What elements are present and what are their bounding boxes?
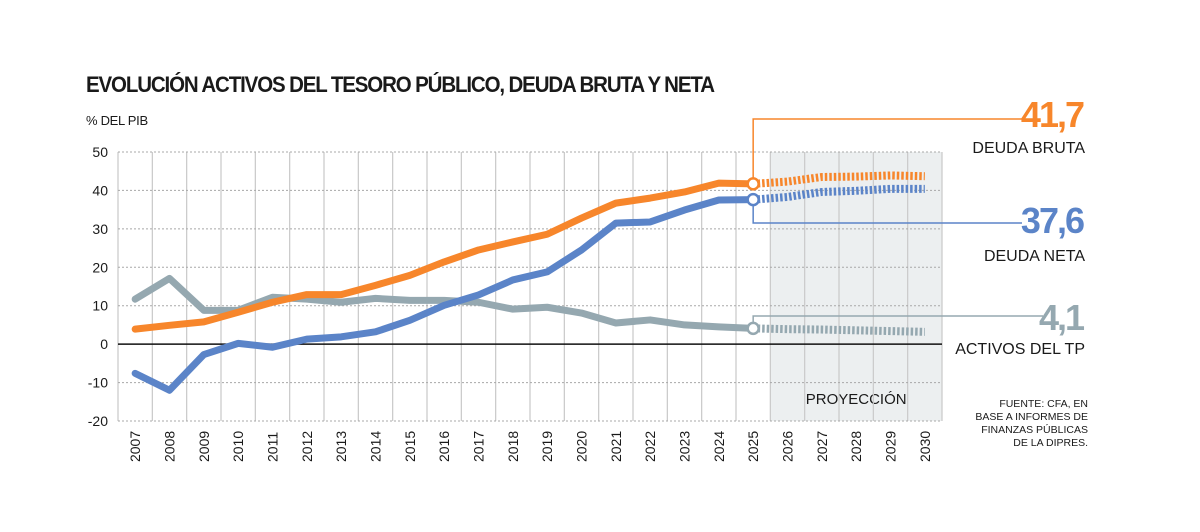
callout-series-name: DEUDA BRUTA <box>972 140 1085 157</box>
x-tick-label: 2015 <box>402 431 418 462</box>
series-line-historical <box>131 196 757 394</box>
x-tick-label: 2009 <box>196 431 212 462</box>
highlight-point-marker <box>746 177 760 191</box>
x-tick-label: 2007 <box>127 431 143 462</box>
y-tick-label: -20 <box>88 413 108 429</box>
callout-leader-line <box>752 199 1022 224</box>
source-line: DE LA DIPRES. <box>1013 437 1088 449</box>
callout-leader-line <box>752 118 1022 184</box>
callout-series-name: DEUDA NETA <box>984 248 1085 265</box>
x-tick-label: 2021 <box>608 431 624 462</box>
callout-series-name: ACTIVOS DEL TP <box>955 341 1085 358</box>
y-tick-label: 10 <box>92 298 108 314</box>
y-tick-label: 30 <box>92 221 108 237</box>
x-tick-label: 2013 <box>333 431 349 462</box>
series-line-projection <box>752 184 925 204</box>
x-tick-label: 2020 <box>574 431 590 462</box>
x-tick-label: 2019 <box>539 431 555 462</box>
x-tick-label: 2025 <box>745 431 761 462</box>
x-tick-label: 2010 <box>230 431 246 462</box>
callout-value: 4,1 <box>1039 297 1085 338</box>
callout-value: 37,6 <box>1021 200 1084 241</box>
source-line: FUENTE: CFA, EN <box>999 398 1088 410</box>
x-tick-label: 2017 <box>471 431 487 462</box>
highlight-point-marker <box>746 321 760 336</box>
x-tick-label: 2008 <box>162 431 178 462</box>
x-tick-label: 2027 <box>814 431 830 462</box>
y-tick-label: 20 <box>92 259 108 275</box>
highlight-point-marker <box>746 192 760 207</box>
source-note: FUENTE: CFA, EN BASE A INFORMES DE FINAN… <box>928 398 1088 450</box>
series-line-projection <box>752 171 925 188</box>
source-line: BASE A INFORMES DE <box>975 411 1088 423</box>
x-tick-label: 2028 <box>848 431 864 462</box>
y-tick-label: 40 <box>92 182 108 198</box>
x-tick-label: 2022 <box>642 431 658 462</box>
y-tick-label: 0 <box>100 336 108 352</box>
x-tick-label: 2018 <box>505 431 521 462</box>
y-axis-unit-label: % DEL PIB <box>86 113 148 128</box>
callout-value: 41,7 <box>1021 94 1084 135</box>
x-tick-label: 2026 <box>780 431 796 462</box>
x-tick-label: 2011 <box>265 432 281 462</box>
x-tick-label: 2029 <box>883 431 899 462</box>
x-tick-label: 2023 <box>677 431 693 462</box>
x-tick-label: 2030 <box>917 431 933 462</box>
chart-title: EVOLUCIÓN ACTIVOS DEL TESORO PÚBLICO, DE… <box>86 72 715 97</box>
y-tick-label: 50 <box>92 144 108 160</box>
x-tick-label: 2016 <box>436 431 452 462</box>
projection-label: PROYECCIÓN <box>806 391 907 408</box>
y-tick-label: -10 <box>88 375 108 391</box>
series-line-projection <box>753 324 925 336</box>
source-line: FINANZAS PÚBLICAS <box>981 424 1088 436</box>
x-tick-label: 2012 <box>299 431 315 462</box>
x-tick-label: 2014 <box>368 431 384 462</box>
x-tick-label: 2024 <box>711 431 727 462</box>
series-line-historical <box>131 179 757 333</box>
